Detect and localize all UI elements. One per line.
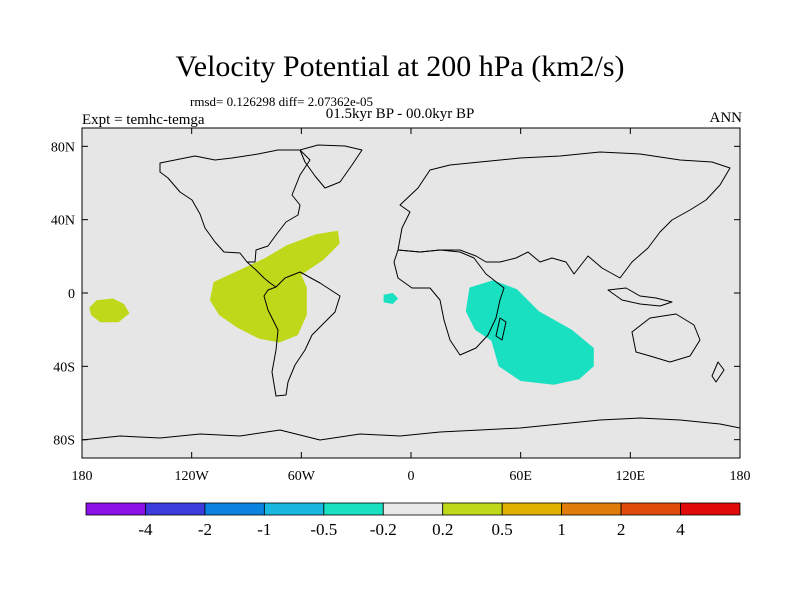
coast-south-america xyxy=(263,271,341,397)
colorbar-label: 0.5 xyxy=(492,520,513,539)
region-atlantic-negative-small xyxy=(383,293,399,304)
y-tick-label: 40N xyxy=(51,214,75,229)
colorbar-label: 1 xyxy=(557,520,566,539)
x-tick-label: 180 xyxy=(730,469,751,484)
x-tick-label: 60E xyxy=(509,469,532,484)
x-tick-label: 60W xyxy=(288,469,316,484)
chart-title: Velocity Potential at 200 hPa (km2/s) xyxy=(175,50,625,83)
coast-madagascar xyxy=(495,317,507,341)
map-background xyxy=(82,128,740,458)
colorbar-label: -2 xyxy=(198,520,212,539)
colorbar-box xyxy=(85,502,146,516)
colorbar-label: 0.2 xyxy=(432,520,453,539)
colorbar-box xyxy=(561,502,622,516)
colorbar-box xyxy=(501,502,563,516)
colorbar-box xyxy=(263,502,325,516)
coast-north-america xyxy=(159,149,311,263)
coast-maritime-continent xyxy=(607,287,673,307)
y-tick-label: 80N xyxy=(51,140,75,155)
coast-new-zealand xyxy=(711,361,725,383)
coast-antarctica xyxy=(82,417,740,441)
colorbar-box xyxy=(145,502,206,516)
colorbar-box xyxy=(620,502,681,516)
colorbar-box xyxy=(382,502,444,516)
coastlines xyxy=(82,144,740,441)
colorbar-box xyxy=(680,502,741,516)
colorbar-label: -0.5 xyxy=(310,520,337,539)
region-central-pacific-positive xyxy=(89,298,130,323)
colorbar-label: -0.2 xyxy=(370,520,397,539)
map-axes: 180 120W 60W 0 60E 120E 180 80N 40N 0 40S 80S xyxy=(51,128,751,484)
coast-australia xyxy=(631,313,701,363)
stats-line: rmsd= 0.126298 diff= 2.07362e-05 xyxy=(190,94,374,109)
region-indian-ocean-negative xyxy=(465,280,594,385)
colorbar-box xyxy=(323,502,384,516)
coast-eurasia xyxy=(397,151,731,279)
colorbar: -4 -2 -1 -0.5 -0.2 0.2 0.5 1 2 4 xyxy=(85,502,741,539)
experiment-label: Expt = temhc-temga xyxy=(82,112,205,128)
y-tick-label: 80S xyxy=(53,434,75,449)
colorbar-label: 2 xyxy=(617,520,626,539)
coast-greenland xyxy=(299,144,363,189)
coast-central-america xyxy=(246,261,277,288)
x-tick-label: 0 xyxy=(408,469,415,484)
colorbar-label: 4 xyxy=(676,520,685,539)
y-tick-label: 40S xyxy=(53,360,75,375)
season-label: ANN xyxy=(709,110,743,126)
x-tick-label: 120E xyxy=(616,469,646,484)
colorbar-label: -4 xyxy=(138,520,153,539)
coast-africa xyxy=(393,249,505,356)
y-tick-label: 0 xyxy=(68,287,75,302)
x-tick-label: 120W xyxy=(175,469,210,484)
period-line: 01.5kyr BP - 00.0kyr BP xyxy=(325,106,475,122)
colorbar-box xyxy=(204,502,265,516)
x-tick-label: 180 xyxy=(72,469,93,484)
colorbar-label: -1 xyxy=(257,520,271,539)
colorbar-box xyxy=(442,502,503,516)
